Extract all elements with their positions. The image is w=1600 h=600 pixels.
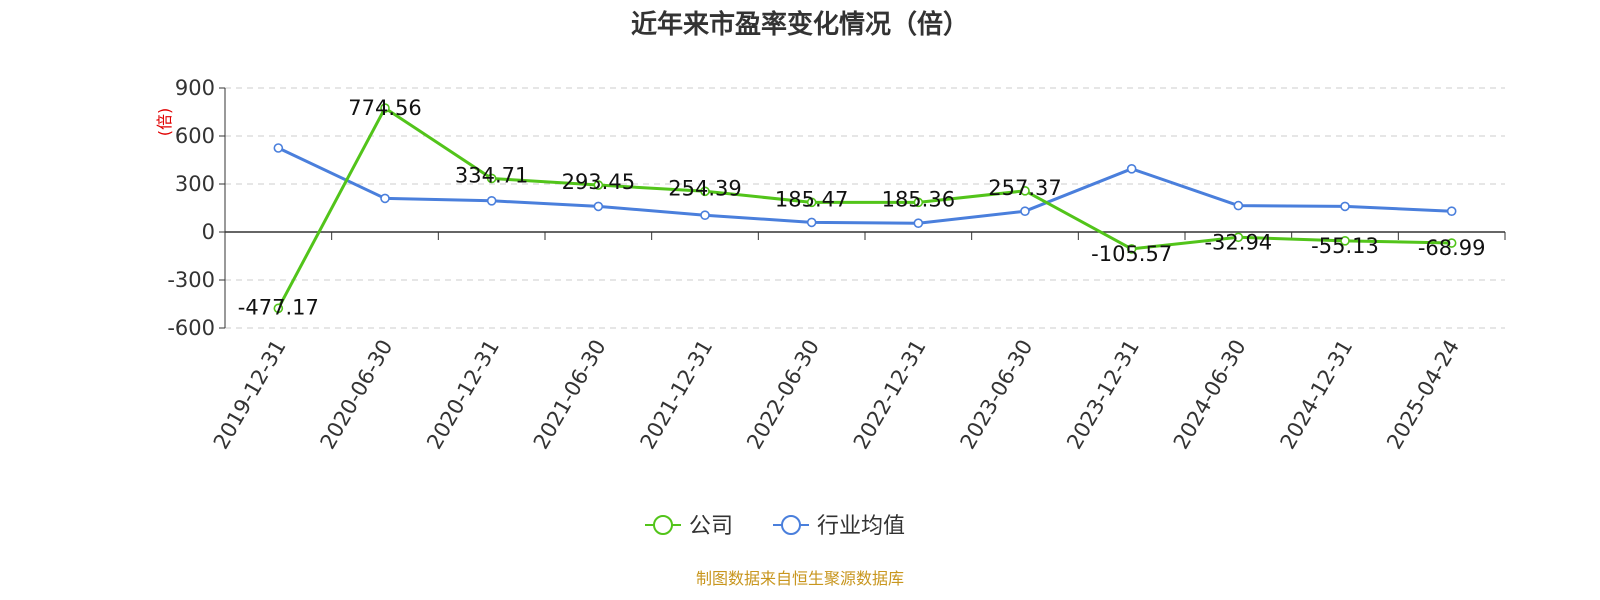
legend-label: 公司 — [689, 514, 733, 539]
data-point[interactable] — [593, 180, 604, 190]
y-tick-label: -300 — [167, 268, 215, 292]
x-tick-label: 2020-12-31 — [422, 335, 504, 453]
x-tick-label: 2023-06-30 — [956, 336, 1038, 454]
legend-label: 行业均值 — [817, 514, 905, 539]
data-point[interactable] — [700, 210, 710, 220]
data-point[interactable] — [913, 197, 924, 208]
data-point[interactable] — [1020, 206, 1030, 216]
legend-item[interactable]: 行业均值 — [773, 514, 905, 539]
data-point[interactable] — [1340, 236, 1350, 246]
series-line — [277, 146, 1452, 225]
y-tick-label: 900 — [175, 76, 215, 100]
data-label: 185.36 — [882, 187, 955, 211]
x-tick-label: 2021-06-30 — [529, 336, 611, 454]
data-label: -55.13 — [1311, 234, 1379, 258]
y-axis-label: (倍) — [155, 108, 174, 137]
x-tick-label: 2024-12-31 — [1276, 336, 1358, 454]
data-label: 334.71 — [455, 163, 528, 187]
data-point[interactable] — [486, 173, 497, 184]
legend-item[interactable]: 公司 — [645, 514, 733, 539]
x-tick-label: 2025-04-24 — [1382, 336, 1464, 454]
data-label: -32.94 — [1204, 230, 1272, 254]
data-point[interactable] — [273, 143, 284, 153]
data-point[interactable] — [1233, 200, 1244, 211]
legend[interactable]: 公司 行业均值 — [645, 514, 905, 539]
x-tick-label: 2019-12-31 — [209, 336, 291, 454]
x-tick-label: 2023-12-31 — [1062, 336, 1144, 454]
data-point[interactable] — [700, 186, 710, 197]
x-tick-label: 2020-06-30 — [316, 336, 398, 454]
data-label: -68.99 — [1418, 236, 1486, 260]
legend-circle-marker — [653, 515, 673, 535]
y-tick-label: 300 — [175, 172, 215, 196]
data-point[interactable] — [380, 193, 390, 204]
data-labels: -477.17 774.56 334.71 293.45 254.39 185.47 185… — [238, 96, 1486, 319]
data-point[interactable] — [486, 196, 497, 206]
data-label: 293.45 — [562, 170, 635, 194]
x-axis-ticks: 2019-12-31 2020-06-30 2020-12-31 2021-06-30… — [209, 232, 1506, 454]
data-point[interactable] — [1126, 244, 1137, 254]
y-tick-label: -600 — [167, 316, 215, 340]
data-label: -477.17 — [238, 295, 319, 319]
data-point[interactable] — [1126, 164, 1137, 174]
data-point[interactable] — [593, 201, 604, 212]
x-tick-label: 2022-06-30 — [742, 336, 824, 454]
series-layer — [273, 103, 1457, 314]
chart-title: 近年来市盈率变化情况（倍） — [631, 9, 969, 40]
data-point[interactable] — [806, 217, 817, 228]
x-tick-label: 2021-12-31 — [636, 336, 718, 454]
grid-lines — [225, 87, 1505, 329]
data-label: 257.37 — [988, 176, 1061, 200]
series-line — [277, 106, 1452, 310]
data-point[interactable] — [1233, 232, 1244, 243]
data-point[interactable] — [1340, 201, 1350, 212]
data-point[interactable] — [806, 197, 817, 208]
data-label: -105.57 — [1091, 242, 1172, 266]
x-tick-label: 2024-06-30 — [1169, 336, 1251, 454]
data-label: 774.56 — [348, 96, 421, 120]
y-axis-ticks: 900 600 300 0 -300 -600 — [167, 76, 225, 340]
data-point[interactable] — [273, 303, 284, 314]
axes — [224, 88, 1505, 328]
data-point[interactable] — [1020, 186, 1030, 196]
data-label: 185.47 — [775, 187, 848, 211]
data-label: 254.39 — [668, 176, 741, 200]
y-tick-label: 600 — [175, 124, 215, 148]
data-point[interactable] — [1446, 206, 1457, 216]
data-point[interactable] — [913, 218, 924, 228]
x-tick-label: 2022-12-31 — [849, 335, 931, 453]
data-point[interactable] — [380, 103, 390, 113]
y-tick-label: 0 — [202, 220, 215, 244]
legend-circle-marker — [781, 515, 801, 535]
source-note: 制图数据来自恒生聚源数据库 — [696, 569, 904, 588]
data-point[interactable] — [1446, 238, 1457, 248]
